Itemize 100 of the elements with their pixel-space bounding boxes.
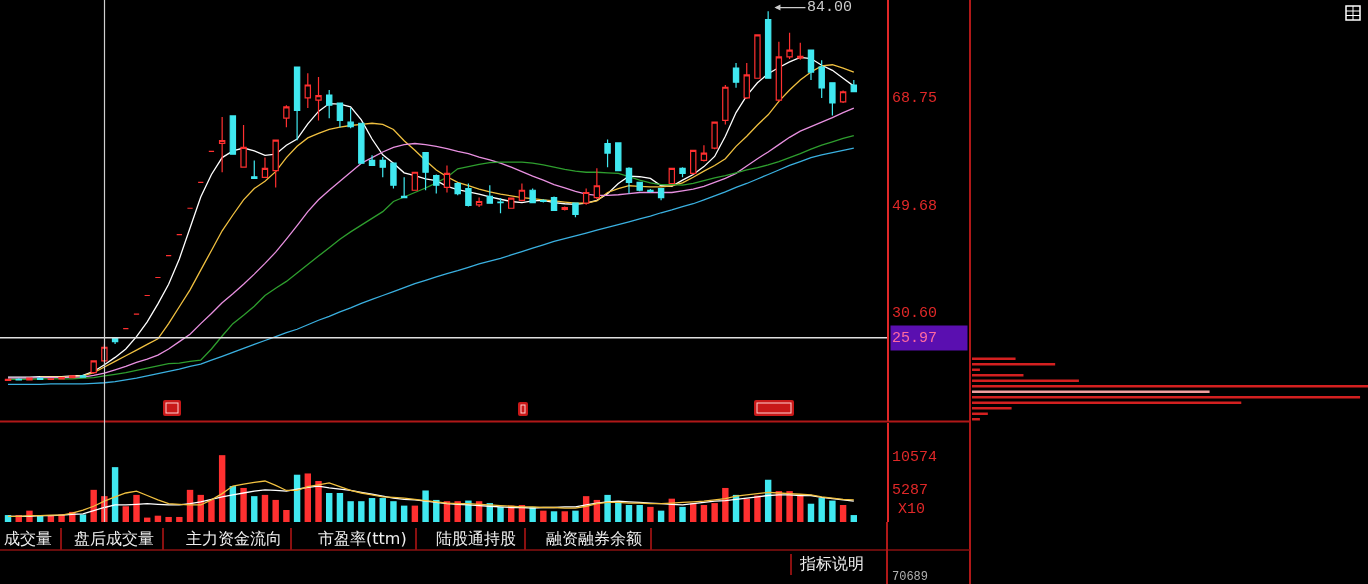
y-tick-label: 49.68 xyxy=(892,197,938,215)
candlestick xyxy=(797,42,804,61)
bar xyxy=(647,506,654,522)
candlestick xyxy=(625,166,633,195)
bar xyxy=(411,505,419,522)
bar xyxy=(625,504,633,522)
candlestick xyxy=(358,122,365,165)
y-tick-label: 10574 xyxy=(892,448,938,466)
bar xyxy=(818,498,825,522)
bar xyxy=(754,495,761,522)
bar xyxy=(540,510,547,522)
candlestick xyxy=(764,10,772,80)
candlestick xyxy=(390,162,397,190)
candlestick xyxy=(486,184,494,205)
bar xyxy=(326,492,333,522)
candlestick xyxy=(69,374,76,379)
candlestick xyxy=(400,176,408,199)
bar xyxy=(786,491,793,522)
candlestick xyxy=(786,32,793,60)
candlestick xyxy=(743,62,750,100)
candlestick xyxy=(604,138,611,168)
candlestick xyxy=(443,164,451,194)
candlestick xyxy=(561,205,568,212)
bar xyxy=(422,490,429,522)
candlestick xyxy=(15,377,22,382)
candlestick xyxy=(325,89,333,119)
bar xyxy=(604,494,611,522)
candlestick xyxy=(283,104,290,128)
bar xyxy=(283,510,290,522)
bar xyxy=(722,487,729,522)
text: 指标说明 xyxy=(790,554,872,575)
candlestick xyxy=(240,124,247,168)
bar xyxy=(208,499,215,522)
candlestick xyxy=(582,187,590,206)
candlestick xyxy=(700,144,708,163)
bar xyxy=(700,504,708,522)
bar xyxy=(797,494,804,522)
candlestick xyxy=(422,151,429,191)
bar xyxy=(636,504,643,522)
candlestick xyxy=(839,90,847,104)
bar xyxy=(336,492,344,522)
candlestick xyxy=(722,84,729,125)
candlestick xyxy=(79,374,87,379)
candlestick xyxy=(657,187,665,201)
bar xyxy=(572,510,579,522)
y-tick-label: 30.60 xyxy=(892,305,938,323)
bar xyxy=(251,496,258,522)
candlestick xyxy=(90,359,97,375)
candlestick xyxy=(293,66,301,141)
candlestick xyxy=(336,102,344,128)
candlestick xyxy=(272,139,279,189)
candlestick xyxy=(433,173,440,195)
candlestick xyxy=(518,182,526,203)
bar xyxy=(454,501,461,522)
candlestick xyxy=(454,181,461,196)
candlestick xyxy=(690,149,697,176)
candlestick xyxy=(732,62,740,89)
bar xyxy=(315,481,322,522)
bar xyxy=(829,500,836,522)
text: 陆股通持股 xyxy=(428,528,526,550)
bar xyxy=(347,501,354,522)
y-tick-label: 68.75 xyxy=(892,90,938,108)
candlestick xyxy=(379,156,386,178)
bar xyxy=(379,498,386,522)
bar xyxy=(133,494,140,522)
candlestick xyxy=(572,202,579,218)
bar xyxy=(711,503,718,522)
candlestick xyxy=(347,107,354,129)
bar xyxy=(390,501,397,522)
bar xyxy=(176,516,183,522)
bar xyxy=(368,498,376,522)
candlestick xyxy=(251,159,258,180)
candlestick xyxy=(850,79,858,93)
bar xyxy=(550,511,558,522)
bar xyxy=(122,506,130,522)
candlestick xyxy=(529,187,536,204)
bar xyxy=(218,455,226,522)
candlestick xyxy=(261,156,269,178)
bar xyxy=(743,498,750,522)
bar xyxy=(272,499,279,522)
bar xyxy=(165,516,172,522)
bar xyxy=(679,506,686,522)
bar xyxy=(497,506,504,522)
text: 成交量 xyxy=(0,528,62,550)
candlestick xyxy=(615,142,622,172)
text: 市盈率(ttm) xyxy=(310,528,417,550)
bar xyxy=(657,510,665,522)
ref-line-label: 25.97 xyxy=(892,329,938,347)
text: 盘后成交量 xyxy=(66,528,164,550)
bar xyxy=(261,494,269,522)
bar xyxy=(240,487,247,522)
candlestick xyxy=(636,181,643,192)
y-tick-label: 5287 xyxy=(892,481,929,499)
bar xyxy=(807,503,815,522)
candlestick xyxy=(754,34,761,80)
candlestick xyxy=(368,154,376,167)
candlestick xyxy=(818,59,825,99)
bar xyxy=(839,504,847,522)
candlestick xyxy=(550,195,558,212)
candlestick xyxy=(507,196,515,210)
